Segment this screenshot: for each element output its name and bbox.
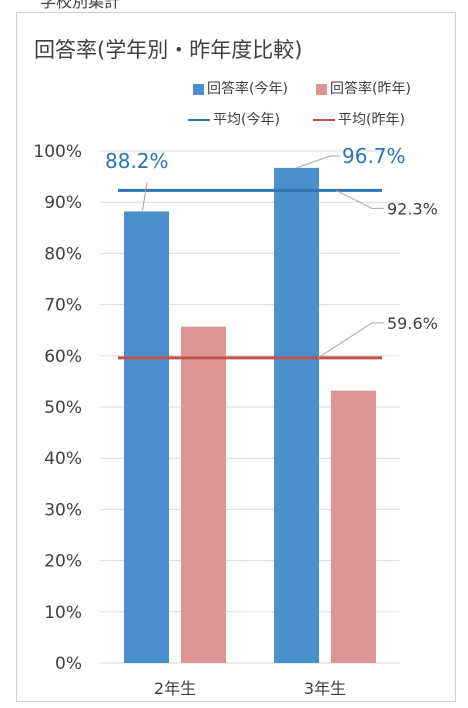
bar-series-1 [181, 326, 226, 663]
data-label-leader [142, 181, 148, 211]
legend-label-line-1: 平均(昨年) [338, 112, 405, 128]
header-fragment: 学校別集計 [40, 0, 121, 11]
legend-item-line-1: 平均(昨年) [313, 109, 405, 129]
chart-title: 回答率(学年別・昨年度比較) [34, 38, 303, 62]
legend-swatch-line-0 [188, 119, 210, 121]
y-tick-label: 50% [44, 398, 82, 418]
legend-item-series-0: 回答率(今年) [193, 78, 288, 98]
y-tick-label: 70% [44, 296, 82, 316]
y-tick-label: 60% [44, 347, 82, 367]
legend-item-line-0: 平均(今年) [188, 109, 280, 129]
legend-swatch-series-0 [193, 83, 204, 95]
data-label: 88.2% [105, 149, 169, 173]
data-label-leader [296, 155, 340, 169]
y-tick-label: 40% [44, 449, 82, 469]
legend-label-series-0: 回答率(今年) [207, 81, 288, 97]
data-label: 96.7% [342, 144, 406, 168]
y-tick-label: 0% [55, 654, 82, 674]
y-tick-label: 80% [44, 244, 82, 264]
y-tick-label: 10% [44, 603, 82, 623]
bar-series-1 [331, 390, 376, 663]
y-tick-label: 30% [44, 500, 82, 520]
legend-swatch-line-1 [313, 119, 335, 121]
bar-series-0 [124, 211, 169, 663]
legend-label-line-0: 平均(今年) [213, 112, 280, 128]
y-tick-label: 20% [44, 552, 82, 572]
legend-label-series-1: 回答率(昨年) [330, 81, 411, 97]
data-label-leader [335, 189, 384, 209]
bar-series-0 [274, 167, 319, 663]
x-category-label: 2年生 [154, 679, 196, 698]
x-category-label: 3年生 [304, 679, 346, 698]
legend-swatch-series-1 [316, 83, 327, 95]
y-tick-label: 90% [44, 193, 82, 213]
data-label: 92.3% [387, 199, 438, 218]
chart-frame [16, 12, 456, 702]
data-label: 59.6% [387, 314, 438, 333]
y-tick-label: 100% [33, 142, 82, 162]
legend-item-series-1: 回答率(昨年) [316, 78, 411, 98]
data-label-leader [317, 322, 384, 359]
